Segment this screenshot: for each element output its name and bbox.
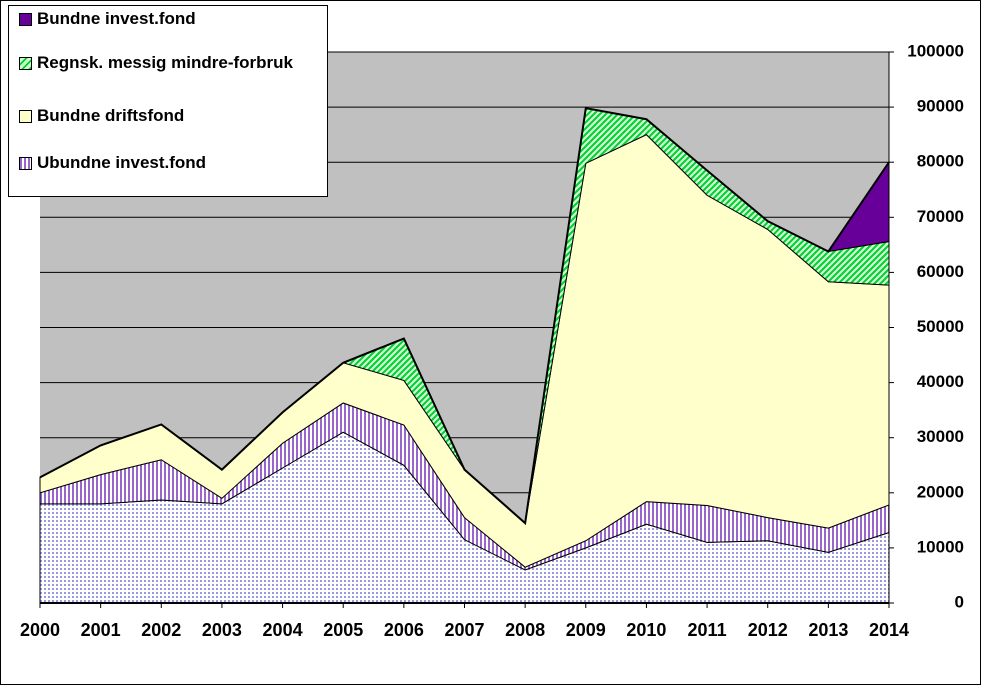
legend-label: Bundne driftsfond xyxy=(37,106,185,125)
y-tick-label: 90000 xyxy=(917,97,964,116)
x-tick-label: 2003 xyxy=(202,620,242,640)
x-tick-label: 2012 xyxy=(748,620,788,640)
y-tick-label: 50000 xyxy=(917,317,964,336)
legend-label: Ubundne invest.fond xyxy=(37,153,207,172)
x-tick-label: 2007 xyxy=(444,620,484,640)
legend-item: Bundne invest.fond xyxy=(19,9,307,29)
y-tick-label: 30000 xyxy=(917,427,964,446)
legend-label: Bundne invest.fond xyxy=(37,9,196,28)
legend-swatch xyxy=(19,157,32,170)
x-tick-label: 2010 xyxy=(626,620,666,640)
y-tick-label: 70000 xyxy=(917,207,964,226)
x-tick-label: 2000 xyxy=(20,620,60,640)
y-tick-label: 100000 xyxy=(907,41,964,60)
x-tick-label: 2008 xyxy=(505,620,545,640)
legend-label: Regnsk. messig mindre-forbruk xyxy=(37,53,294,72)
x-tick-label: 2009 xyxy=(566,620,606,640)
y-tick-label: 80000 xyxy=(917,152,964,171)
legend-item: Bundne driftsfond xyxy=(19,106,307,126)
y-tick-label: 60000 xyxy=(917,262,964,281)
legend: Bundne invest.fond Regnsk. messig mindre-… xyxy=(8,5,328,197)
top-outline xyxy=(39,107,890,526)
y-tick-label: 0 xyxy=(955,592,964,611)
legend-item: Regnsk. messig mindre-forbruk xyxy=(19,53,307,73)
y-tick-label: 20000 xyxy=(917,482,964,501)
y-tick-label: 40000 xyxy=(917,372,964,391)
x-tick-label: 2014 xyxy=(869,620,909,640)
x-tick-label: 2001 xyxy=(81,620,121,640)
legend-item: Ubundne invest.fond xyxy=(19,153,307,173)
y-tick-label: 10000 xyxy=(917,537,964,556)
legend-swatch xyxy=(19,57,32,70)
legend-swatch xyxy=(19,13,32,26)
x-tick-label: 2004 xyxy=(263,620,303,640)
x-tick-label: 2006 xyxy=(384,620,424,640)
x-tick-label: 2013 xyxy=(808,620,848,640)
x-tick-label: 2011 xyxy=(688,620,727,640)
x-tick-label: 2005 xyxy=(323,620,363,640)
legend-swatch xyxy=(19,110,32,123)
x-tick-label: 2002 xyxy=(141,620,181,640)
